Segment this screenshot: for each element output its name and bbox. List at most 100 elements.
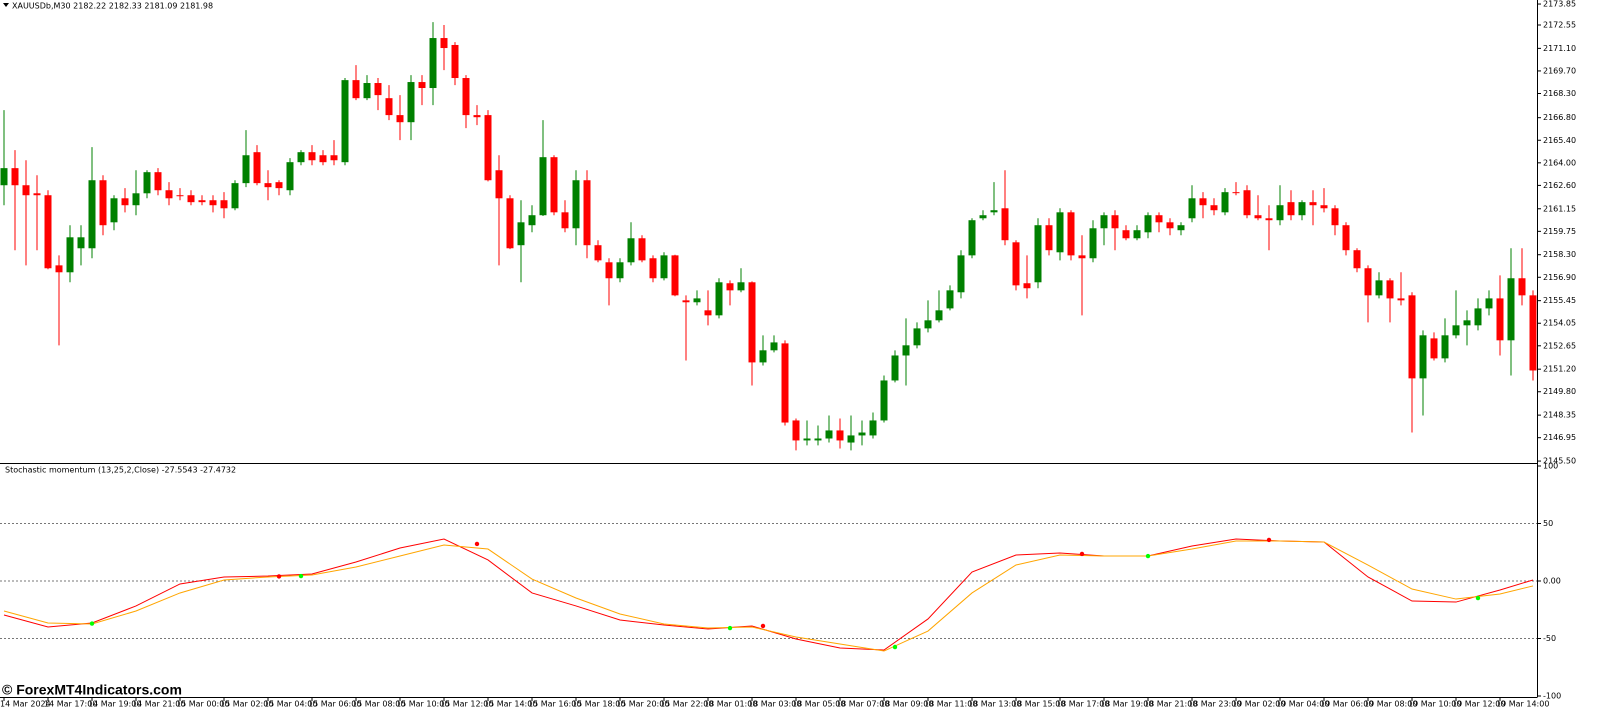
candle-body bbox=[99, 180, 107, 226]
candle-body bbox=[220, 200, 228, 209]
candle-body bbox=[924, 320, 932, 329]
candle-body bbox=[1320, 205, 1328, 209]
x-tick-label: 19 Mar 04:00 bbox=[1276, 700, 1329, 709]
candle-body bbox=[319, 155, 327, 163]
candle-body bbox=[77, 237, 85, 249]
candle-body bbox=[1287, 202, 1295, 216]
candle-body bbox=[143, 172, 151, 194]
candle-body bbox=[209, 200, 217, 206]
x-tick-label: 14 Mar 19:00 bbox=[88, 700, 141, 709]
candle-body bbox=[649, 258, 657, 279]
x-tick-label: 15 Mar 02:00 bbox=[220, 700, 273, 709]
x-tick-label: 18 Mar 15:00 bbox=[1012, 700, 1065, 709]
x-tick-label: 18 Mar 13:00 bbox=[968, 700, 1021, 709]
candle-body bbox=[462, 78, 470, 116]
candle-body bbox=[990, 210, 998, 213]
x-tick-label: 19 Mar 08:00 bbox=[1364, 700, 1417, 709]
candle-body bbox=[1353, 250, 1361, 269]
y-tick-label: 2145.50 bbox=[1543, 457, 1576, 466]
candle-body bbox=[1496, 298, 1504, 341]
candle-body bbox=[1177, 225, 1185, 231]
candle-body bbox=[957, 255, 965, 293]
cross-marker bbox=[760, 623, 766, 629]
x-tick-label: 15 Mar 04:00 bbox=[264, 700, 317, 709]
candle-body bbox=[1441, 335, 1449, 359]
candle-body bbox=[198, 200, 206, 203]
indicator-line bbox=[3, 540, 1534, 652]
candle-body bbox=[396, 115, 404, 123]
candle-body bbox=[385, 98, 393, 116]
candle-body bbox=[484, 115, 492, 181]
y-tick-label: 2151.20 bbox=[1543, 365, 1576, 374]
x-tick-label: 14 Mar 2024 bbox=[0, 700, 51, 709]
candle-body bbox=[33, 193, 41, 196]
candle-body bbox=[1210, 205, 1218, 211]
y-tick-label: -50 bbox=[1543, 634, 1556, 643]
candle-body bbox=[946, 290, 954, 309]
candle-body bbox=[1078, 255, 1086, 259]
candle-body bbox=[1309, 202, 1317, 206]
y-tick-label: 2162.60 bbox=[1543, 181, 1576, 190]
candle-body bbox=[583, 180, 591, 246]
candle-body bbox=[1221, 192, 1229, 213]
y-tick-label: 2156.90 bbox=[1543, 273, 1576, 282]
candle-body bbox=[1331, 208, 1339, 226]
y-tick-label: 2169.70 bbox=[1543, 66, 1576, 75]
candle-body bbox=[352, 80, 360, 99]
x-tick-label: 15 Mar 06:00 bbox=[308, 700, 361, 709]
y-tick-label: 2146.95 bbox=[1543, 433, 1576, 442]
candle-body bbox=[979, 215, 987, 219]
candle-body bbox=[660, 255, 668, 279]
y-tick-label: 2168.30 bbox=[1543, 89, 1576, 98]
candle-body bbox=[715, 282, 723, 316]
candle-body bbox=[418, 82, 426, 89]
candle-body bbox=[0, 168, 8, 186]
x-tick-label: 18 Mar 03:00 bbox=[748, 700, 801, 709]
candle-body bbox=[1144, 215, 1152, 233]
candle-body bbox=[825, 430, 833, 439]
candle-body bbox=[1056, 212, 1064, 253]
candle-body bbox=[451, 44, 459, 79]
candle-body bbox=[1419, 335, 1427, 379]
candle-body bbox=[264, 183, 272, 188]
candle-body bbox=[1364, 268, 1372, 296]
y-tick-label: 2158.30 bbox=[1543, 250, 1576, 259]
candle-body bbox=[605, 262, 613, 279]
candle-body bbox=[1254, 215, 1262, 219]
candle-body bbox=[165, 190, 173, 199]
y-tick-label: 2165.40 bbox=[1543, 136, 1576, 145]
candle-body bbox=[550, 157, 558, 213]
x-tick-label: 18 Mar 05:00 bbox=[792, 700, 845, 709]
candle-body bbox=[121, 198, 129, 206]
candle-body bbox=[1386, 280, 1394, 299]
candle-body bbox=[407, 82, 415, 123]
y-tick-label: 100 bbox=[1543, 462, 1558, 471]
cross-marker bbox=[1079, 551, 1085, 557]
x-tick-label: 15 Mar 08:00 bbox=[352, 700, 405, 709]
candle-body bbox=[22, 185, 30, 196]
y-tick-label: -100 bbox=[1543, 692, 1561, 701]
candle-body bbox=[594, 245, 602, 261]
cross-marker bbox=[1475, 595, 1481, 601]
candle-body bbox=[869, 420, 877, 436]
candle-body bbox=[759, 350, 767, 363]
candle-body bbox=[1463, 320, 1471, 326]
x-tick-label: 19 Mar 14:00 bbox=[1496, 700, 1549, 709]
candle-body bbox=[253, 152, 261, 184]
candle-body bbox=[1100, 215, 1108, 229]
watermark: © ForexMT4Indicators.com bbox=[2, 682, 182, 698]
y-tick-label: 2149.80 bbox=[1543, 387, 1576, 396]
candle-body bbox=[110, 198, 118, 223]
y-tick-label: 50 bbox=[1543, 519, 1553, 528]
y-tick-label: 2166.80 bbox=[1543, 113, 1576, 122]
candle-body bbox=[242, 155, 250, 184]
cross-marker bbox=[727, 625, 733, 631]
cross-marker bbox=[1266, 537, 1272, 543]
x-tick-label: 18 Mar 07:00 bbox=[836, 700, 889, 709]
y-tick-label: 2155.45 bbox=[1543, 296, 1576, 305]
x-tick-label: 15 Mar 14:00 bbox=[484, 700, 537, 709]
y-tick-label: 2154.05 bbox=[1543, 319, 1576, 328]
candle-body bbox=[1529, 295, 1537, 371]
candle-body bbox=[1342, 225, 1350, 251]
candle-body bbox=[132, 193, 140, 206]
